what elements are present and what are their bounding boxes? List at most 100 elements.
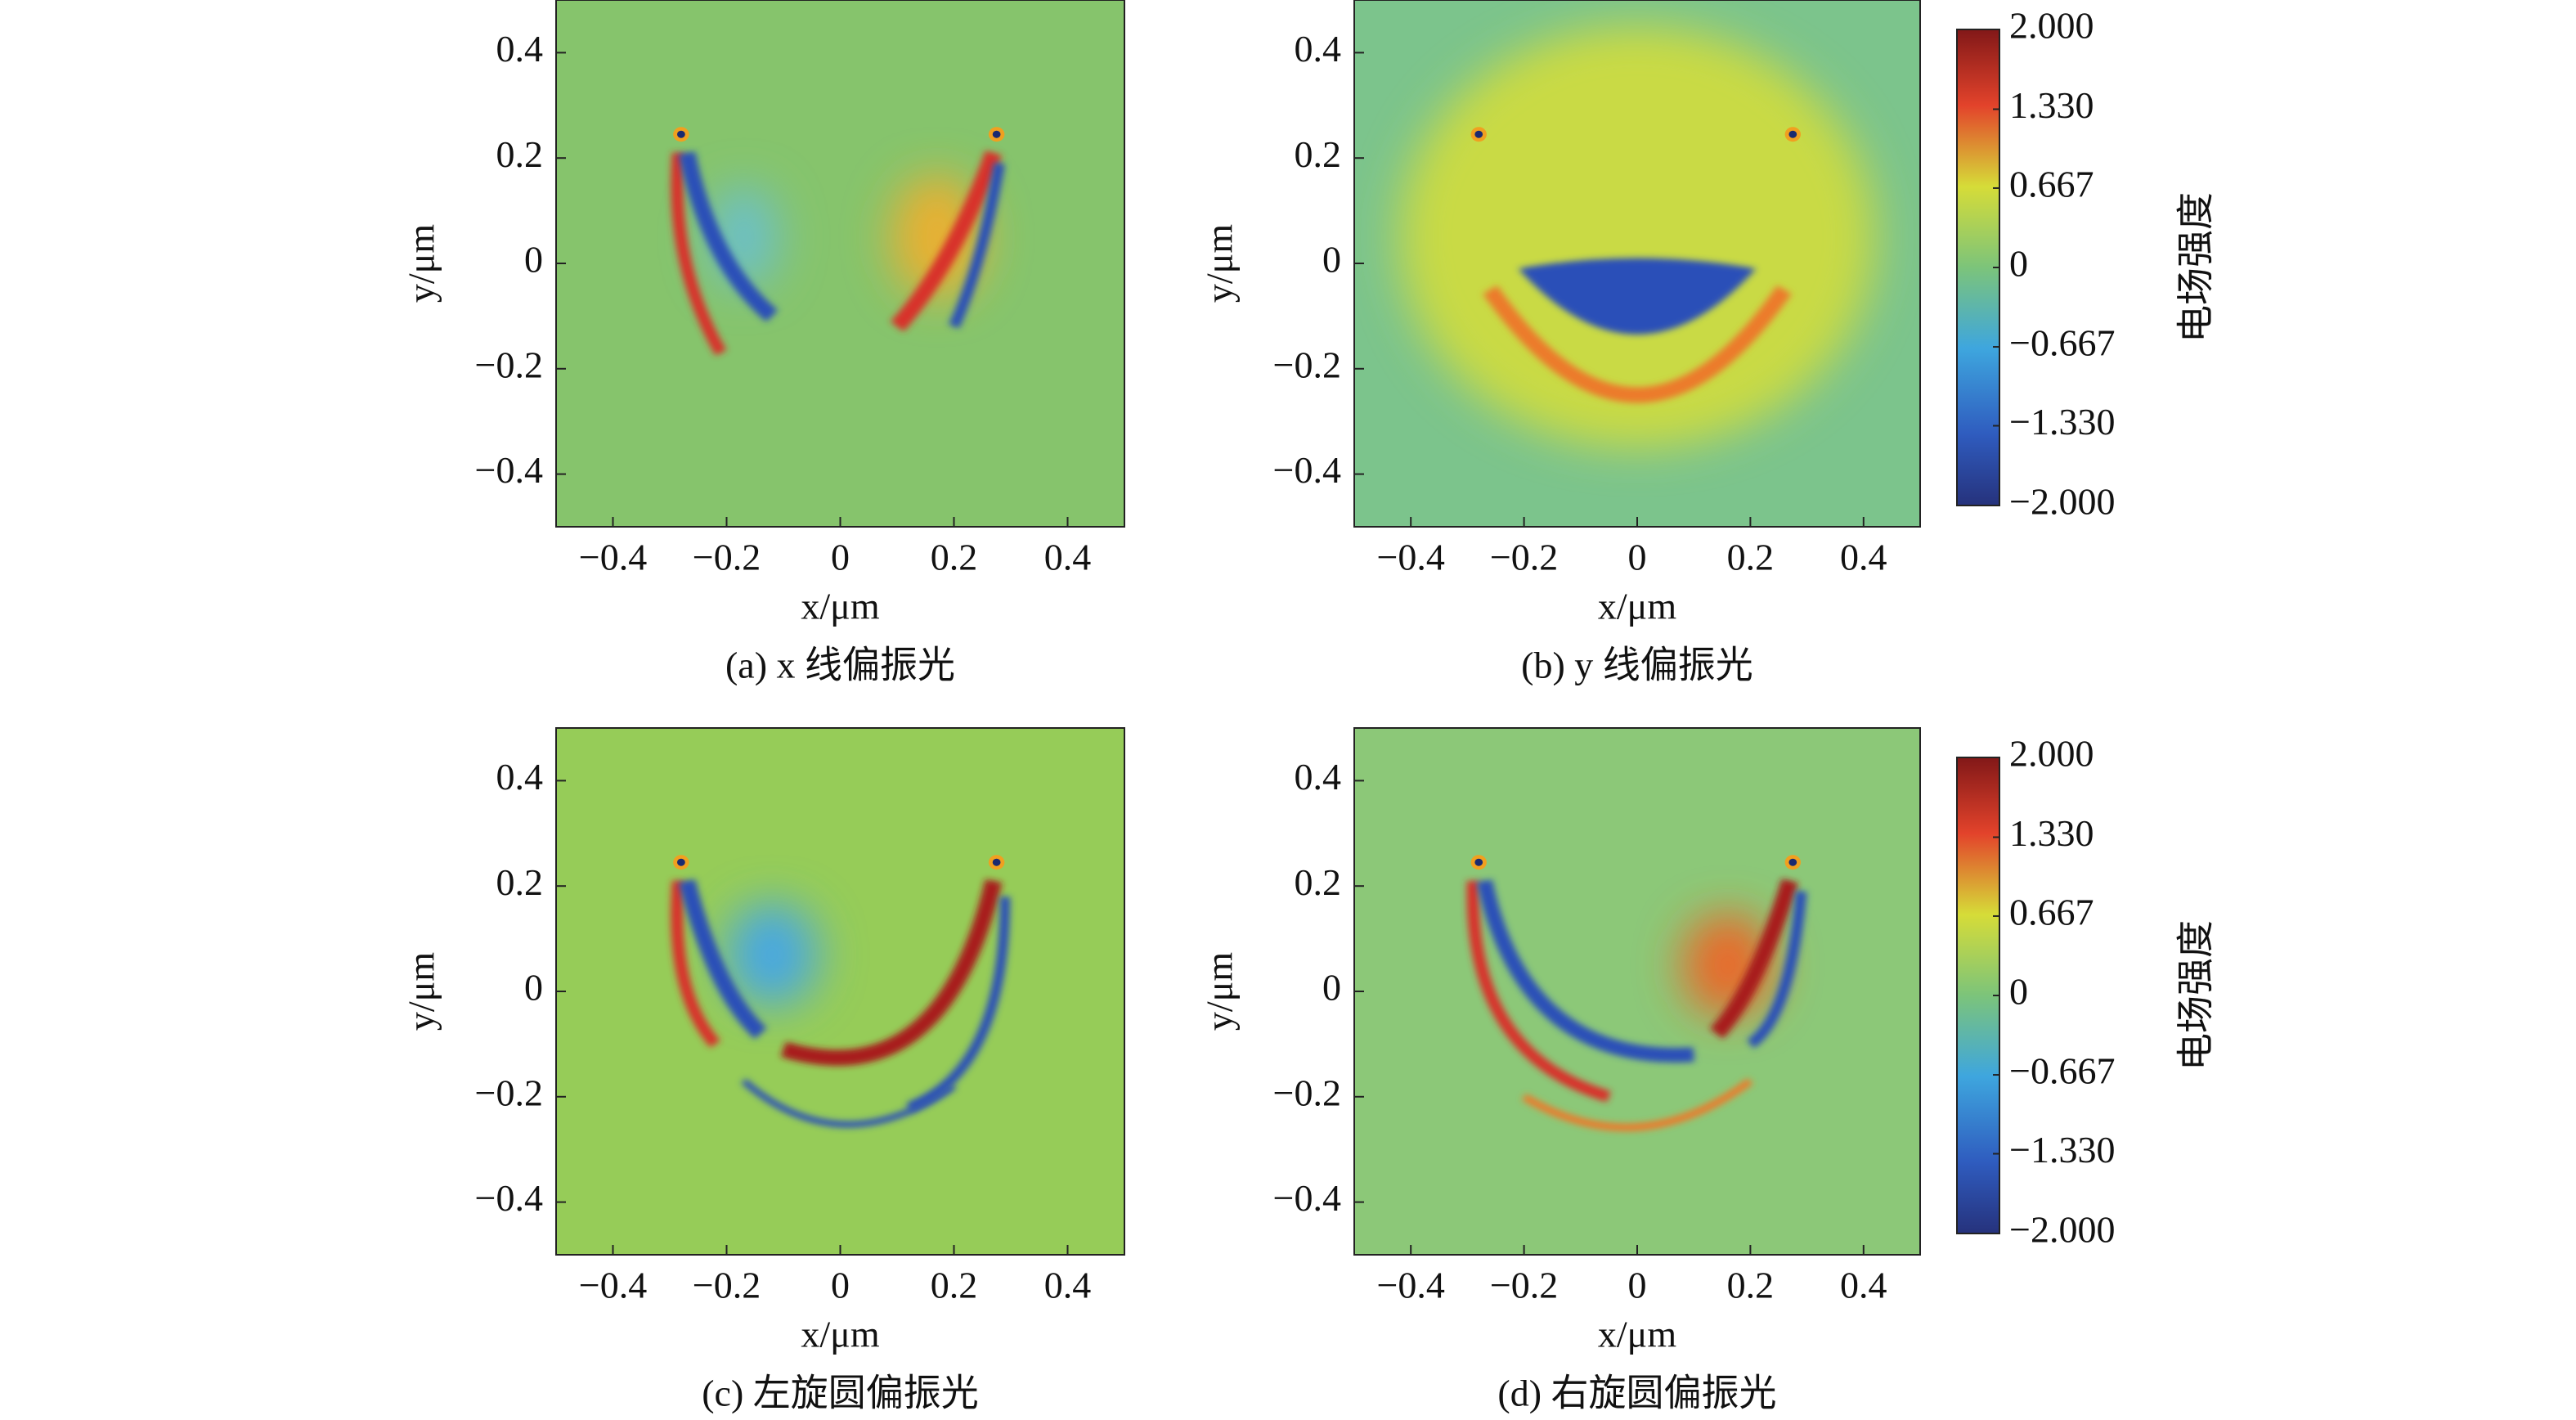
- field-shape: [741, 1078, 957, 1128]
- y-tick-label: 0: [1322, 239, 1341, 281]
- x-tick-label: −0.2: [1490, 537, 1558, 578]
- field: [556, 0, 1124, 527]
- x-tick-label: −0.4: [1376, 537, 1444, 578]
- field: [1354, 728, 1920, 1255]
- field-shape: [1747, 891, 1807, 1049]
- x-tick-label: 0.2: [1727, 537, 1775, 578]
- y-tick-label: 0.2: [496, 133, 544, 175]
- x-tick-label: 0: [1628, 537, 1647, 578]
- field-shape: [1518, 258, 1757, 335]
- x-tick-label: −0.4: [579, 1265, 647, 1306]
- colorbar-label: 电场强度: [2175, 920, 2217, 1071]
- field-shape: [1521, 1077, 1753, 1131]
- x-tick-label: 0: [831, 537, 850, 578]
- y-tick-label: −0.4: [1273, 1177, 1341, 1219]
- colorbar-tick-label: −0.667: [2009, 1050, 2115, 1092]
- field-shape: [1476, 879, 1694, 1063]
- x-tick-label: −0.4: [579, 537, 647, 578]
- y-tick-label: −0.2: [475, 344, 543, 385]
- colorbar: 2.000 1.330 0.667 0 −0.667 −1.330 −2.000 电场强度: [1956, 5, 2217, 523]
- field-shape: [1399, 26, 1875, 448]
- x-tick-label: −0.2: [693, 537, 761, 578]
- y-tick-label: −0.4: [475, 449, 543, 491]
- colorbar-gradient: [1956, 757, 2000, 1234]
- tip-dot: [1788, 858, 1797, 866]
- field-shape: [1483, 285, 1792, 403]
- colorbar-tick-label: 2.000: [2009, 733, 2094, 775]
- panel-caption: (d) 右旋圆偏振光: [1497, 1373, 1776, 1414]
- field-shape: [678, 879, 767, 1040]
- y-axis-label: y/μm: [1199, 224, 1241, 303]
- tip-dot: [677, 858, 685, 866]
- colorbar: 2.000 1.330 0.667 0 −0.667 −1.330 −2.000 电场强度: [1956, 733, 2217, 1251]
- heatmap-panel: −0.4 −0.2 0 0.2 0.4 −0.4 −0.2 0 0.2 0.4 x/μm y/μm (b…: [1199, 0, 1921, 686]
- y-tick-label: 0.2: [496, 861, 544, 903]
- colorbar-label: 电场强度: [2175, 192, 2217, 343]
- colorbar-tick-label: 0.667: [2009, 164, 2094, 205]
- y-tick-label: −0.2: [475, 1072, 543, 1113]
- y-tick-label: 0.4: [1295, 28, 1342, 70]
- colorbar-tick-label: −2.000: [2009, 1209, 2115, 1251]
- y-tick-label: 0: [524, 967, 543, 1009]
- tip-dot: [1474, 858, 1483, 866]
- colorbar-tick-label: −1.330: [2009, 401, 2115, 443]
- field-background: [1354, 728, 1920, 1255]
- panel-caption: (c) 左旋圆偏振光: [702, 1373, 979, 1414]
- x-tick-label: 0.2: [931, 537, 978, 578]
- field: [1354, 0, 1920, 527]
- tip-dot: [677, 130, 685, 138]
- y-tick-label: −0.2: [1273, 344, 1341, 385]
- field-background: [556, 0, 1124, 527]
- field-background: [556, 728, 1124, 1255]
- colorbar-gradient: [1956, 29, 2000, 506]
- x-tick-label: −0.2: [1490, 1265, 1558, 1306]
- colorbar-tick-label: −1.330: [2009, 1129, 2115, 1171]
- y-tick-label: 0.2: [1295, 133, 1342, 175]
- colorbar-tick-label: 0: [2009, 971, 2028, 1013]
- colorbar-tick-label: 1.330: [2009, 812, 2094, 854]
- field-shapes: [671, 127, 1005, 356]
- heatmap-panel: −0.4 −0.2 0 0.2 0.4 −0.4 −0.2 0 0.2 0.4 x/μm y/μm (c…: [401, 727, 1125, 1414]
- panel-caption: (b) y 线偏振光: [1521, 645, 1753, 686]
- x-tick-label: 0.2: [1727, 1265, 1775, 1306]
- field: [556, 728, 1124, 1255]
- x-axis-label: x/μm: [801, 586, 879, 627]
- colorbar-tick-label: 1.330: [2009, 84, 2094, 126]
- y-tick-label: 0.4: [496, 756, 544, 798]
- y-axis-label: y/μm: [401, 224, 442, 303]
- tip-dot: [992, 130, 1001, 138]
- y-tick-label: −0.4: [1273, 449, 1341, 491]
- field-shape: [906, 896, 1011, 1112]
- x-tick-label: 0.4: [1044, 1265, 1092, 1306]
- colorbar-tick-label: −2.000: [2009, 481, 2115, 523]
- field-shape: [1466, 880, 1611, 1103]
- x-tick-label: −0.2: [693, 1265, 761, 1306]
- field-shape: [891, 173, 983, 301]
- colorbar-tick-label: 0.667: [2009, 892, 2094, 933]
- field-shape: [949, 162, 1005, 329]
- field-shape: [1709, 879, 1798, 1039]
- x-tick-label: 0.4: [1840, 1265, 1887, 1306]
- colorbar-tick-label: −0.667: [2009, 322, 2115, 364]
- x-tick-label: 0.4: [1044, 537, 1092, 578]
- colorbar-tick-label: 0: [2009, 243, 2028, 285]
- y-axis-label: y/μm: [1199, 952, 1241, 1031]
- x-tick-label: −0.4: [1376, 1265, 1444, 1306]
- colorbar-tick-label: 2.000: [2009, 5, 2094, 47]
- field-shape: [726, 901, 818, 1008]
- field-shape: [890, 150, 1003, 332]
- y-tick-label: −0.2: [1273, 1072, 1341, 1113]
- heatmap-panel: −0.4 −0.2 0 0.2 0.4 −0.4 −0.2 0 0.2 0.4 x/μm y/μm (a…: [401, 0, 1125, 686]
- x-tick-label: 0: [1628, 1265, 1647, 1306]
- y-tick-label: 0.2: [1295, 861, 1342, 903]
- x-axis-label: x/μm: [1598, 1314, 1676, 1355]
- field-shape: [780, 879, 1003, 1066]
- x-tick-label: 0.2: [931, 1265, 978, 1306]
- y-tick-label: 0: [1322, 967, 1341, 1009]
- field-shape: [678, 151, 779, 322]
- y-tick-label: 0.4: [496, 28, 544, 70]
- x-axis-label: x/μm: [1598, 586, 1676, 627]
- tip-dot: [1788, 130, 1797, 138]
